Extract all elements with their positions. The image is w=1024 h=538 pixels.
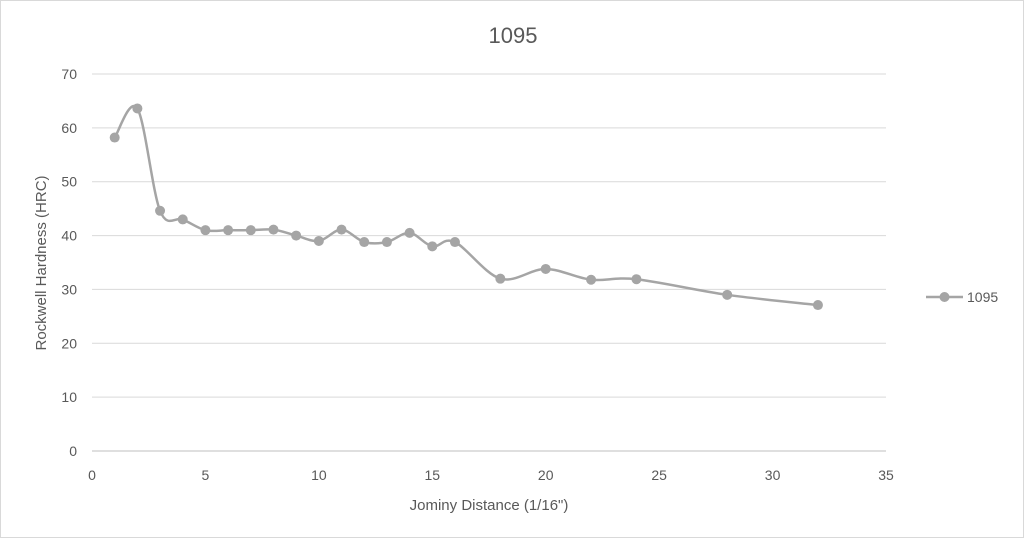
y-tick-label: 60	[61, 120, 77, 136]
series-layer	[109, 103, 823, 311]
gridlines	[92, 73, 886, 452]
y-tick-label: 10	[61, 389, 77, 405]
legend: 1095	[926, 289, 998, 305]
x-tick-label: 20	[538, 467, 554, 483]
x-tick-label: 0	[88, 467, 96, 483]
x-tick-label: 15	[424, 467, 440, 483]
data-point	[155, 205, 166, 216]
data-point	[449, 237, 460, 248]
data-point	[200, 225, 211, 236]
legend-label: 1095	[967, 289, 998, 305]
data-point	[812, 300, 823, 311]
data-point	[223, 225, 234, 236]
x-tick-label: 5	[202, 467, 210, 483]
x-axis-ticks: 0 5 10 15 20 25 30 35	[88, 467, 894, 483]
data-point	[268, 224, 279, 235]
chart-title: 1095	[489, 23, 538, 48]
y-tick-label: 20	[61, 335, 77, 351]
y-tick-label: 30	[61, 281, 77, 297]
y-tick-label: 0	[69, 443, 77, 459]
x-tick-label: 25	[651, 467, 667, 483]
y-tick-label: 70	[61, 66, 77, 82]
data-point	[381, 237, 392, 248]
y-axis-ticks: 0 10 20 30 40 50 60 70	[61, 66, 77, 459]
data-point	[495, 273, 506, 284]
data-point	[722, 289, 733, 300]
legend-swatch-marker	[939, 292, 950, 302]
x-tick-label: 10	[311, 467, 327, 483]
x-tick-label: 30	[765, 467, 781, 483]
x-axis-label: Jominy Distance (1/16")	[410, 497, 569, 514]
data-point	[245, 225, 256, 236]
y-tick-label: 40	[61, 228, 77, 244]
data-point	[177, 214, 188, 225]
data-point	[586, 274, 597, 285]
data-point	[359, 237, 370, 248]
data-point	[631, 274, 642, 285]
data-point	[336, 224, 347, 235]
data-point	[427, 241, 438, 252]
data-point	[540, 263, 551, 274]
data-point	[313, 235, 324, 246]
data-point	[109, 132, 120, 143]
data-point	[291, 230, 302, 241]
y-tick-label: 50	[61, 174, 77, 190]
series-line	[113, 104, 819, 307]
y-axis-label: Rockwell Hardness (HRC)	[33, 175, 50, 350]
data-point	[132, 103, 143, 114]
x-tick-label: 35	[878, 467, 894, 483]
data-point	[404, 227, 415, 238]
